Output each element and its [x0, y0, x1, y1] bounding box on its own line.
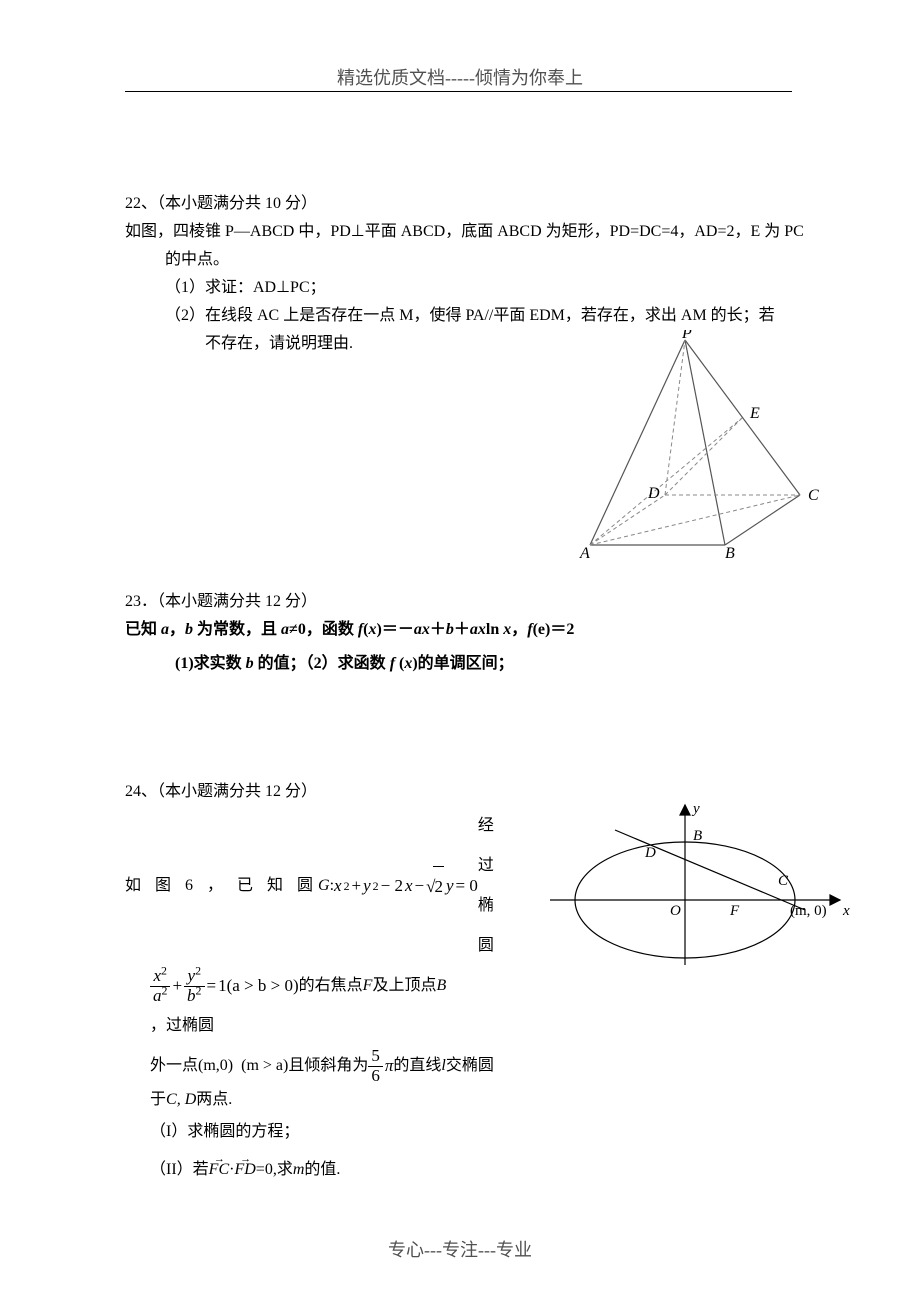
- el-B: B: [693, 828, 702, 844]
- el-F: F: [729, 903, 740, 919]
- q23-t4: ，函数: [306, 621, 358, 638]
- q23-ax: ax: [414, 621, 430, 638]
- q24-eq: =: [256, 1156, 265, 1184]
- q24-t2c: ，过椭圆: [150, 1006, 214, 1046]
- q24-p2a: （II）若: [150, 1156, 209, 1184]
- q24-m: m: [293, 1156, 305, 1184]
- q23-line1: 已知 a，b 为常数，且 a≠0，函数 f(x)＝－ax＋b＋axln x，f(…: [125, 616, 805, 644]
- q23-b: b: [185, 621, 193, 638]
- label-E: E: [749, 405, 760, 422]
- q23-fe2: (e)＝2: [533, 621, 575, 638]
- q23-p2: ＋: [454, 621, 470, 638]
- q24-p2b: ,求: [273, 1156, 293, 1184]
- q24-z: 0: [265, 1156, 273, 1184]
- pyramid-diagram: P E D C A B: [570, 330, 830, 560]
- q24-an: 5: [368, 1047, 383, 1067]
- q23-p1: ＋: [430, 621, 446, 638]
- q24-CD: C, D: [166, 1086, 196, 1114]
- q24-vec-FC: FC: [209, 1156, 229, 1184]
- q23-ne: ≠: [289, 621, 298, 638]
- q23-a: a: [161, 621, 169, 638]
- el-O: O: [670, 903, 681, 919]
- q24-ad: 6: [368, 1067, 383, 1086]
- q23-title: 23．（本小题满分共 12 分）: [125, 588, 805, 616]
- q24-t3b: 且倾斜角为: [288, 1046, 368, 1086]
- q22-title: 22、（本小题满分共 10 分）: [125, 190, 805, 218]
- q24-t2a: 的右焦点: [299, 966, 363, 1006]
- q23-t1: 已知: [125, 621, 161, 638]
- content-area: 22、（本小题满分共 10 分） 如图，四棱锥 P—ABCD 中，PD⊥平面 A…: [125, 190, 805, 1184]
- q24-line4: 于 C, D 两点.: [125, 1086, 510, 1114]
- label-D: D: [647, 485, 660, 502]
- q23-p1-text: 求实数 b 的值；（2）求函数 f (x)的单调区间；: [194, 655, 514, 672]
- q22-line1: 如图，四棱锥 P—ABCD 中，PD⊥平面 ABCD，底面 ABCD 为矩形，P…: [125, 218, 805, 246]
- q23-x: x: [369, 621, 377, 638]
- q24-line2: x2a2 + y2b2 = 1(a > b > 0) 的右焦点 F 及上顶点 B…: [125, 966, 510, 1046]
- q24-t3c: 的直线: [393, 1046, 441, 1086]
- page-header: 精选优质文档-----倾情为你奉上: [0, 64, 920, 90]
- q23-a2: a: [281, 621, 289, 638]
- q24-FD-t: FD: [234, 1161, 255, 1178]
- q24-vec-FD: FD: [234, 1156, 255, 1184]
- q24-part1: （I）求椭圆的方程；: [125, 1118, 510, 1146]
- label-B: B: [725, 545, 735, 560]
- question-23: 23．（本小题满分共 12 分） 已知 a，b 为常数，且 a≠0，函数 f(x…: [125, 588, 805, 678]
- q24-t2b: 及上顶点: [372, 966, 436, 1006]
- q22-line2: 的中点。: [125, 246, 805, 274]
- q24-intro: 如 图 6 ， 已 知 圆: [125, 866, 318, 906]
- q24-t4a: 于: [150, 1086, 166, 1114]
- header-rule: [125, 91, 792, 92]
- q24-t3d: 交椭圆: [446, 1046, 494, 1086]
- q22-line4a: （2）在线段 AC 上是否存在一点 M，使得 PA//平面 EDM，若存在，求出…: [125, 302, 805, 330]
- q24-mc: (m > a): [241, 1046, 288, 1086]
- q24-G: G: [318, 866, 330, 906]
- q24-line1: 如 图 6 ， 已 知 圆 G : x2 + y2 − 2x − 2y = 0 …: [125, 806, 510, 966]
- q23-ln: ln: [486, 621, 503, 638]
- page-footer: 专心---专注---专业: [0, 1236, 920, 1262]
- el-C: C: [778, 873, 789, 889]
- q24-t4b: 两点.: [196, 1086, 232, 1114]
- q24-line3: 外一点 (m,0) (m > a) 且倾斜角为 56 π 的直线 l 交椭圆: [125, 1046, 510, 1086]
- q23-t2: ，: [169, 621, 185, 638]
- q24-angle: 56 π: [368, 1046, 393, 1086]
- q22-line3: （1）求证：AD⊥PC；: [125, 274, 805, 302]
- label-P: P: [681, 330, 692, 342]
- q23-eqm: )＝－: [377, 621, 414, 638]
- q24-FC-t: FC: [209, 1161, 229, 1178]
- q24-pi: π: [385, 1046, 394, 1086]
- el-y: y: [691, 801, 700, 817]
- q23-p1-label: (1): [175, 655, 194, 672]
- q24-intro2: 经 过 椭 圆: [478, 806, 510, 966]
- el-m: (m, 0): [790, 903, 827, 919]
- q24-cond: 1(a > b > 0): [218, 966, 299, 1006]
- label-C: C: [808, 487, 819, 504]
- q23-0: 0: [298, 621, 306, 638]
- q24-t3a: 外一点: [150, 1046, 198, 1086]
- q23-line2: (1)求实数 b 的值；（2）求函数 f (x)的单调区间；: [125, 650, 805, 678]
- q24-B: B: [436, 966, 446, 1006]
- el-D: D: [644, 845, 656, 861]
- el-x: x: [842, 903, 850, 919]
- label-A: A: [579, 545, 590, 560]
- ellipse-diagram: y x B D C O F (m, 0): [545, 795, 855, 970]
- q24-F: F: [363, 966, 373, 1006]
- q24-m0: (m,0): [198, 1046, 233, 1086]
- q23-c2: ，: [511, 621, 527, 638]
- q23-b2: b: [446, 621, 454, 638]
- q23-t3: 为常数，且: [193, 621, 281, 638]
- q24-part2: （II）若 FC · FD = 0 ,求 m 的值.: [125, 1156, 510, 1184]
- q24-ellipse-eq: x2a2 + y2b2 = 1(a > b > 0): [150, 966, 299, 1006]
- q24-p2c: 的值.: [304, 1156, 340, 1184]
- q23-ax2: ax: [470, 621, 486, 638]
- q24-eq1: x2 + y2 − 2x − 2y = 0: [334, 866, 478, 907]
